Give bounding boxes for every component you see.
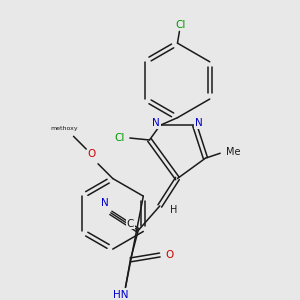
Text: O: O [166,250,174,260]
Text: methoxy: methoxy [50,126,77,131]
Text: HN: HN [113,290,128,300]
Text: Cl: Cl [115,133,125,143]
Text: N: N [195,118,203,128]
Text: Cl: Cl [175,20,186,29]
Text: O: O [87,149,95,159]
Text: C: C [127,219,134,229]
Text: H: H [170,205,177,215]
Text: N: N [101,198,109,208]
Text: Me: Me [226,147,240,157]
Text: N: N [152,118,160,128]
